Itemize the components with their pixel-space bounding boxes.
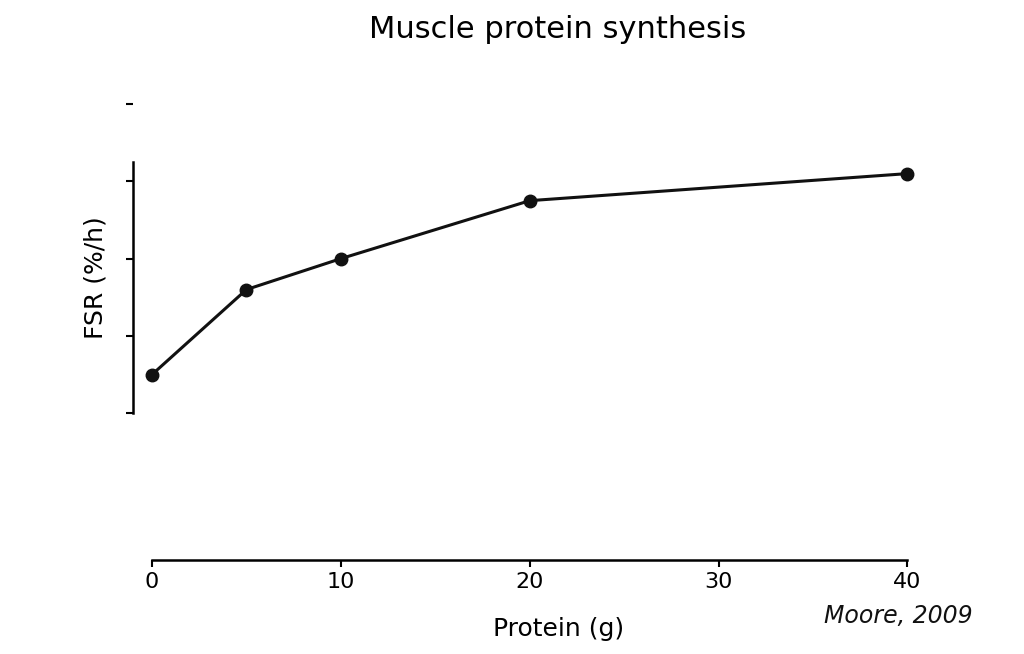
Title: Muscle protein synthesis: Muscle protein synthesis <box>370 14 746 44</box>
Text: Moore, 2009: Moore, 2009 <box>824 604 973 628</box>
Y-axis label: FSR (%/h): FSR (%/h) <box>83 216 108 339</box>
X-axis label: Protein (g): Protein (g) <box>493 617 624 641</box>
